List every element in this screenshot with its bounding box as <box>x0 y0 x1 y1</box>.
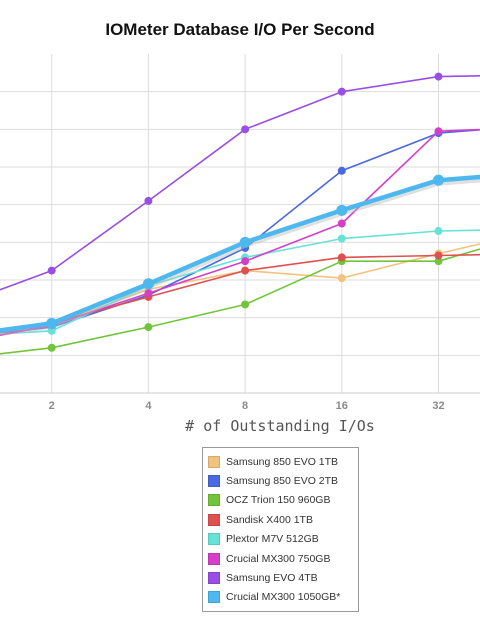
x-tick-label: 32 <box>432 400 444 412</box>
data-point <box>239 236 251 248</box>
data-point <box>337 253 346 262</box>
data-point <box>144 196 153 205</box>
legend-label: Plextor M7V 512GB <box>226 533 319 546</box>
data-point <box>434 127 443 136</box>
data-point <box>434 257 443 266</box>
series-line <box>0 248 480 355</box>
legend-label: Samsung 850 EVO 1TB <box>226 455 339 468</box>
legend-entry: Samsung 850 EVO 2TB <box>203 471 358 490</box>
data-point <box>241 300 250 309</box>
data-point <box>47 326 56 335</box>
legend-label: Crucial MX300 1050GB* <box>226 591 341 604</box>
legend-entry: Crucial MX300 1050GB* <box>203 588 358 607</box>
data-point <box>47 343 56 352</box>
data-point <box>337 219 346 228</box>
x-axis-ticks: 2 4 8 16 32 <box>49 400 445 412</box>
legend-entry: Sandisk X400 1TB <box>203 510 358 529</box>
legend-swatch <box>208 455 220 468</box>
legend-label: OCZ Trion 150 960GB <box>226 494 331 507</box>
legend-label: Samsung 850 EVO 2TB <box>226 475 339 488</box>
legend-label: Samsung EVO 4TB <box>226 572 318 585</box>
data-point <box>337 234 346 243</box>
data-point <box>241 257 250 266</box>
data-point <box>144 323 153 332</box>
x-tick-label: 8 <box>242 400 248 412</box>
series-lines <box>0 72 480 355</box>
legend-swatch <box>208 591 220 604</box>
legend-entry: Crucial MX300 750GB <box>203 549 358 568</box>
chart-title: IOMeter Database I/O Per Second <box>105 20 375 39</box>
legend-entry: Samsung EVO 4TB <box>203 568 358 587</box>
legend-swatch <box>208 494 220 507</box>
legend: Samsung 850 EVO 1TB Samsung 850 EVO 2TB OC… <box>202 447 359 613</box>
legend-swatch <box>208 552 220 565</box>
series-samsung-850-evo-2tb <box>0 129 480 334</box>
data-point <box>144 289 153 298</box>
series-line <box>0 253 480 334</box>
data-point <box>337 274 346 283</box>
legend-swatch <box>208 572 220 585</box>
data-point <box>434 251 443 260</box>
data-point <box>241 266 250 275</box>
data-point <box>241 125 250 134</box>
legend-swatch <box>208 475 220 488</box>
x-tick-label: 4 <box>145 400 152 412</box>
x-axis-label: # of Outstanding I/Os <box>185 417 375 435</box>
legend-swatch <box>208 533 220 546</box>
legend-label: Sandisk X400 1TB <box>226 513 313 526</box>
x-tick-label: 2 <box>49 400 55 412</box>
series-line <box>0 174 480 333</box>
legend-swatch <box>208 513 220 526</box>
data-point <box>142 278 154 290</box>
data-point <box>46 317 58 329</box>
legend-entry: Plextor M7V 512GB <box>203 530 358 549</box>
series-samsung-evo-4tb <box>0 72 480 291</box>
series-sandisk-x400-1tb <box>0 251 480 334</box>
data-point <box>434 72 443 81</box>
data-point <box>434 227 443 236</box>
x-tick-label: 16 <box>336 400 348 412</box>
legend-entry: Samsung 850 EVO 1TB <box>203 452 358 471</box>
data-point <box>337 166 346 175</box>
data-point <box>433 174 444 186</box>
data-point <box>336 204 348 216</box>
series-crucial-mx300-1050gb <box>0 174 480 336</box>
data-point <box>337 87 346 96</box>
grid <box>0 54 480 394</box>
data-point <box>47 266 56 275</box>
legend-label: Crucial MX300 750GB <box>226 552 331 565</box>
legend-entry: OCZ Trion 150 960GB <box>203 491 358 510</box>
series-line <box>0 128 480 337</box>
